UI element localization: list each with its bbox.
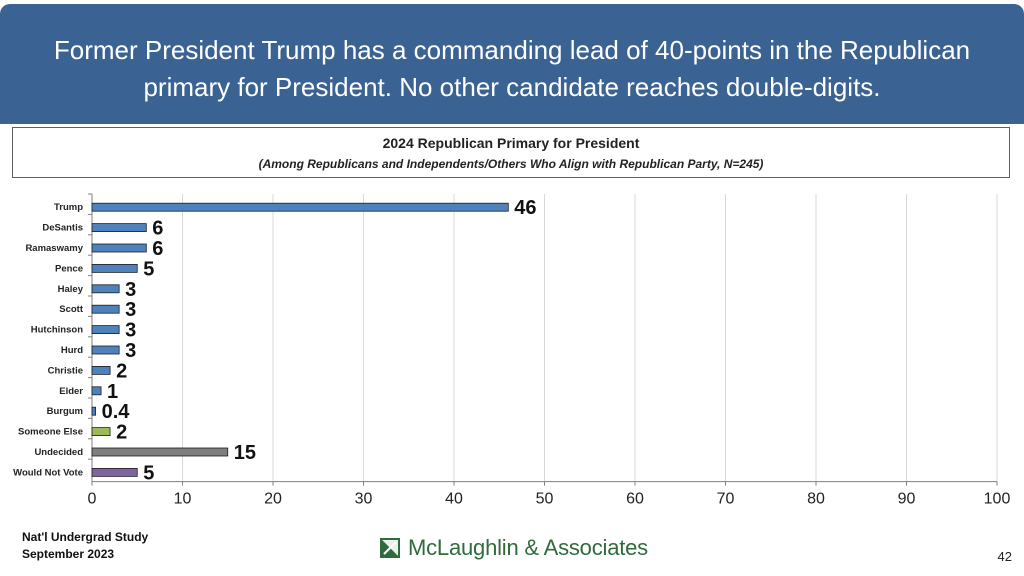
bar <box>91 223 147 232</box>
headline-line-2: primary for President. No other candidat… <box>143 72 881 102</box>
bar <box>91 264 138 273</box>
value-label: 3 <box>125 340 136 362</box>
x-tick-label: 80 <box>807 491 825 508</box>
category-label: Would Not Vote <box>13 467 83 478</box>
category-label: Undecided <box>34 447 83 458</box>
headline-line-1: Former President Trump has a commanding … <box>53 35 971 65</box>
header-band <box>0 4 1024 124</box>
x-tick-label: 60 <box>626 491 644 508</box>
value-label: 46 <box>514 197 536 219</box>
value-label: 5 <box>143 462 154 484</box>
category-label: Ramaswamy <box>25 243 83 254</box>
bar <box>91 427 111 437</box>
x-tick-label: 90 <box>898 491 916 508</box>
category-label: DeSantis <box>42 223 83 234</box>
bar <box>91 304 120 314</box>
value-label: 6 <box>152 238 163 260</box>
value-label: 3 <box>125 279 136 301</box>
study-date: September 2023 <box>22 547 115 561</box>
value-label: 1 <box>107 381 118 403</box>
logo-mark-icon <box>380 538 400 558</box>
bar <box>91 202 509 212</box>
x-tick-label: 0 <box>88 491 97 508</box>
bar <box>91 365 111 375</box>
value-label: 5 <box>143 258 154 280</box>
category-label: Haley <box>58 284 84 295</box>
chart-title-box: 2024 Republican Primary for President (A… <box>12 127 1010 178</box>
category-label: Elder <box>59 386 83 397</box>
x-tick-label: 30 <box>355 491 373 508</box>
category-label: Christie <box>48 365 83 376</box>
bar <box>91 243 147 253</box>
value-label: 15 <box>234 442 256 464</box>
bar <box>91 345 120 355</box>
category-label: Scott <box>59 304 84 315</box>
x-tick-label: 70 <box>717 491 735 508</box>
bar <box>91 467 138 477</box>
value-label: 0.4 <box>102 401 131 423</box>
company-logo: McLaughlin & Associates <box>380 535 648 561</box>
value-label: 3 <box>125 299 136 321</box>
x-tick-label: 20 <box>264 491 282 508</box>
x-tick-label: 50 <box>536 491 554 508</box>
category-label: Pence <box>55 263 83 274</box>
category-label: Someone Else <box>18 427 83 438</box>
bar-chart: Trump 46 DeSantis 6 Ramaswamy 6 Pence 5 Haley 3 Sc… <box>13 193 1011 508</box>
category-label: Hurd <box>61 345 83 356</box>
footer-source: Nat'l Undergrad Study September 2023 <box>22 529 148 563</box>
x-tick-label: 40 <box>445 491 463 508</box>
value-label: 6 <box>152 218 163 240</box>
value-label: 2 <box>116 422 127 444</box>
bar <box>91 386 102 396</box>
chart-title: 2024 Republican Primary for President <box>382 135 640 151</box>
bar <box>91 447 229 457</box>
bar <box>91 284 120 294</box>
x-tick-label: 100 <box>984 491 1011 508</box>
value-label: 3 <box>125 320 136 342</box>
headline: Former President Trump has a commanding … <box>20 32 1004 106</box>
value-label: 2 <box>116 360 127 382</box>
bar <box>91 406 97 416</box>
category-label: Hutchinson <box>31 325 83 336</box>
page-number: 42 <box>997 549 1012 564</box>
x-tick-label: 10 <box>174 491 192 508</box>
category-label: Trump <box>54 202 83 213</box>
bar <box>91 325 120 335</box>
study-name: Nat'l Undergrad Study <box>22 530 149 544</box>
logo-text: McLaughlin & Associates <box>408 535 648 560</box>
chart-subtitle: (Among Republicans and Independents/Othe… <box>258 157 764 171</box>
category-label: Burgum <box>47 406 83 417</box>
